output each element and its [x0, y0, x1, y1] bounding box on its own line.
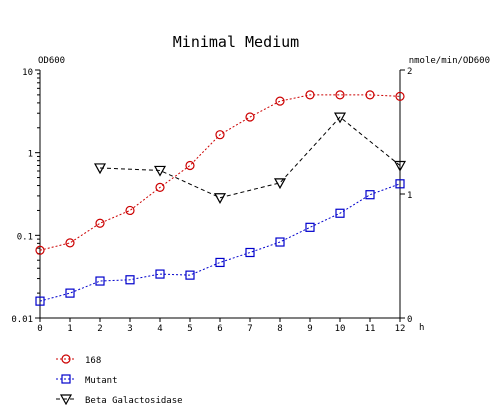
legend-label: Mutant	[85, 376, 118, 386]
data-point	[93, 163, 107, 175]
data-point	[125, 205, 135, 216]
data-point	[335, 90, 345, 100]
series-line	[99, 116, 401, 199]
y-axis-right-label: nmole/min/OD600	[409, 56, 490, 66]
data-point	[155, 269, 165, 279]
data-point	[125, 275, 135, 285]
data-point	[35, 245, 45, 255]
data-point	[185, 160, 195, 171]
series-line	[39, 94, 401, 251]
x-tick-label: 8	[277, 324, 282, 334]
y-right-tick-label: 2	[407, 67, 412, 77]
series-mutant	[35, 179, 405, 306]
legend-label: Beta Galactosidase	[85, 396, 183, 405]
y-right-tick-label: 0	[407, 315, 412, 325]
y-left-tick-label: 0.1	[17, 232, 33, 242]
data-point	[155, 182, 165, 193]
data-point	[365, 190, 375, 200]
x-tick-label: 4	[157, 324, 162, 334]
x-axis-label: h	[419, 323, 424, 333]
legend-item: 168	[56, 354, 101, 366]
legend-marker	[61, 354, 71, 364]
y-axis-left-label: OD600	[38, 56, 65, 66]
legend-marker	[61, 374, 71, 384]
series-line	[39, 183, 401, 302]
x-tick-label: 11	[365, 324, 376, 334]
y-right-tick-label: 1	[407, 191, 412, 201]
x-tick-label: 1	[67, 324, 72, 334]
data-point	[395, 179, 405, 189]
x-tick-label: 9	[307, 324, 312, 334]
legend-item: Mutant	[56, 374, 118, 386]
data-point	[153, 165, 167, 177]
data-point	[333, 112, 347, 124]
data-point	[245, 247, 255, 258]
data-point	[393, 160, 407, 172]
y-left-tick-label: 0.01	[11, 315, 33, 325]
chart-title: Minimal Medium	[173, 33, 299, 51]
legend-label: 168	[85, 356, 101, 366]
data-point	[305, 90, 315, 100]
series-168	[35, 90, 405, 255]
data-point	[305, 222, 315, 232]
series-beta-galactosidase	[93, 112, 407, 204]
x-tick-label: 5	[187, 324, 192, 334]
y-left-tick-label: 10	[22, 68, 33, 78]
data-point	[215, 130, 225, 140]
x-tick-label: 2	[97, 324, 102, 334]
y-left-tick-label: 1	[28, 150, 33, 160]
legend-marker	[59, 394, 73, 405]
x-tick-label: 12	[395, 324, 406, 334]
data-point	[275, 96, 285, 106]
data-point	[95, 276, 105, 286]
x-tick-label: 10	[335, 324, 346, 334]
data-point	[65, 288, 75, 298]
data-point	[275, 237, 285, 247]
data-point	[365, 90, 375, 100]
x-tick-label: 6	[217, 324, 222, 334]
data-point	[35, 296, 45, 306]
x-tick-label: 7	[247, 324, 252, 334]
x-tick-label: 0	[37, 324, 42, 334]
legend-item: Beta Galactosidase	[56, 394, 183, 405]
data-point	[215, 257, 225, 268]
data-point	[185, 270, 195, 280]
legend: 168 Mutant Beta Galactosidase	[56, 354, 183, 405]
data-point	[95, 218, 105, 228]
data-point	[65, 238, 75, 248]
data-point	[335, 208, 345, 218]
x-tick-label: 3	[127, 324, 132, 334]
data-point	[213, 193, 227, 204]
data-point	[395, 91, 405, 101]
data-point	[273, 178, 287, 190]
data-point	[245, 112, 255, 122]
plot-area	[35, 90, 407, 306]
